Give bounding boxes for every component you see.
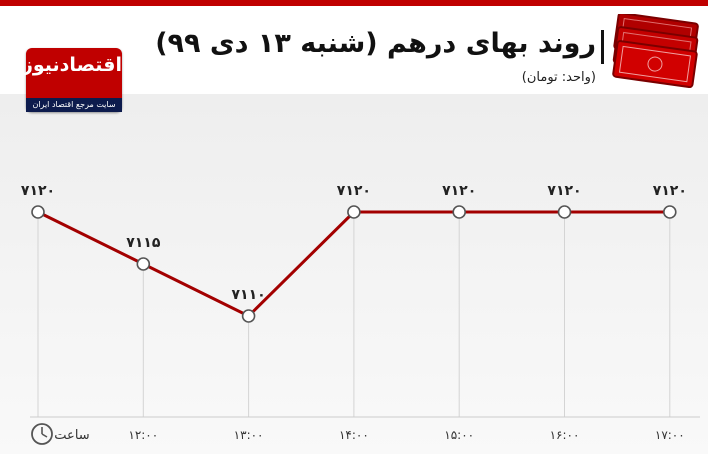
data-label: ۷۱۱۰ <box>232 287 266 303</box>
data-point <box>347 205 361 219</box>
x-tick-label: ۱۵:۰۰ <box>444 428 474 442</box>
data-point <box>557 205 572 219</box>
data-label: ۷۱۲۰ <box>547 183 581 199</box>
clock-icon <box>31 423 53 445</box>
data-point <box>452 205 467 219</box>
top-accent-bar <box>0 0 708 6</box>
data-point <box>136 257 151 271</box>
chart-title: روند بهای درهم (شنبه ۱۳ دی ۹۹) <box>155 28 596 59</box>
data-label: ۷۱۲۰ <box>21 183 55 199</box>
plot-area: ۷۱۲۰ ۷۱۱۵ ۷۱۱۰ ۷۱۲۰ ۷۱۲۰ ۷۱۲۰ ۷۱۲۰ ۱۲:۰۰ ۱۳:۰۰ ۱۴… <box>0 94 708 454</box>
x-axis-title: ساعت <box>54 428 89 443</box>
line-chart: ۷۱۲۰ ۷۱۱۵ ۷۱۱۰ ۷۱۲۰ ۷۱۲۰ ۷۱۲۰ ۷۱۲۰ ۱۲:۰۰ ۱۳:۰۰ ۱۴… <box>21 183 700 445</box>
data-point <box>662 205 677 219</box>
x-tick-label: ۱۴:۰۰ <box>339 428 369 442</box>
unit-label: (واحد: تومان) <box>521 70 596 85</box>
x-tick-label: ۱۷:۰۰ <box>655 428 685 442</box>
data-label: ۷۱۲۰ <box>442 183 476 199</box>
data-label: ۷۱۱۵ <box>126 235 161 251</box>
logo-tagline: سایت مرجع اقتصاد ایران <box>26 98 122 112</box>
logo-name: اقتصادنیوز <box>21 54 122 76</box>
x-tick-label: ۱۳:۰۰ <box>234 428 264 442</box>
data-label: ۷۱۲۰ <box>337 183 371 199</box>
title-divider <box>601 30 604 64</box>
data-point <box>31 205 45 219</box>
data-label: ۷۱۲۰ <box>653 183 687 199</box>
x-tick-label: ۱۶:۰۰ <box>550 428 580 442</box>
x-tick-label: ۱۲:۰۰ <box>128 428 158 442</box>
data-point <box>241 309 256 323</box>
banknotes-icon <box>612 14 699 88</box>
